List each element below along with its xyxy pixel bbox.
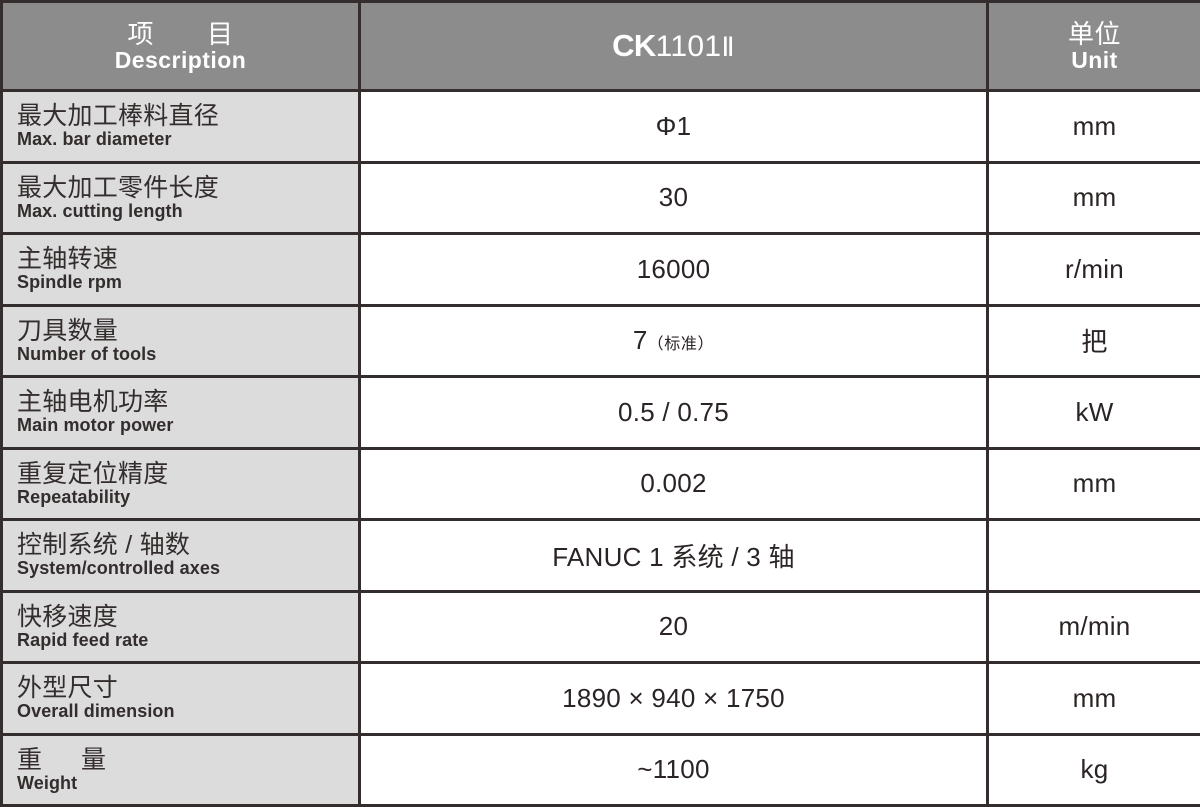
row-label-en: Overall dimension (17, 702, 358, 722)
header-description-en: Description (3, 48, 358, 73)
row-value: ~1100 (637, 754, 709, 784)
row-value-cell: 7（标准） (360, 305, 988, 377)
row-label-en: Main motor power (17, 416, 358, 436)
row-label-cell: 刀具数量 Number of tools (2, 305, 360, 377)
model-number: 1101 (656, 30, 722, 63)
table-row: 外型尺寸 Overall dimension 1890 × 940 × 1750… (2, 663, 1200, 735)
row-label-cn: 重 量 (17, 746, 358, 774)
row-value: 7 (633, 325, 648, 355)
model-prefix: CK (612, 28, 656, 63)
row-label-en: Max. bar diameter (17, 130, 358, 150)
row-value-cell: 0.002 (360, 448, 988, 520)
table-row: 控制系统 / 轴数 System/controlled axes FANUC 1… (2, 520, 1200, 592)
row-label-cell: 控制系统 / 轴数 System/controlled axes (2, 520, 360, 592)
row-label-cn: 最大加工零件长度 (17, 174, 358, 202)
row-label-cell: 主轴转速 Spindle rpm (2, 234, 360, 306)
row-value: 20 (659, 611, 688, 641)
row-unit-cell: r/min (988, 234, 1200, 306)
row-value: Φ1 (656, 111, 692, 141)
header-unit-cn: 单位 (989, 20, 1200, 48)
row-label-cell: 重 量 Weight (2, 734, 360, 806)
header-unit-en: Unit (989, 48, 1200, 73)
table-row: 刀具数量 Number of tools 7（标准） 把 (2, 305, 1200, 377)
row-value: 0.5 / 0.75 (618, 397, 729, 427)
header-cell-description: 项 目 Description (2, 2, 360, 91)
row-label-en: Weight (17, 774, 358, 794)
header-cell-unit: 单位 Unit (988, 2, 1200, 91)
row-label-cell: 重复定位精度 Repeatability (2, 448, 360, 520)
row-value-cell: 30 (360, 162, 988, 234)
row-unit-cell (988, 520, 1200, 592)
row-label-cn: 快移速度 (17, 603, 358, 631)
row-value: FANUC 1 系统 / 3 轴 (552, 542, 795, 572)
row-label-cn: 外型尺寸 (17, 674, 358, 702)
table-row: 重 量 Weight ~1100 kg (2, 734, 1200, 806)
row-label-cell: 外型尺寸 Overall dimension (2, 663, 360, 735)
model-mark: Ⅱ (721, 32, 735, 62)
row-label-en: Spindle rpm (17, 273, 358, 293)
row-label-cn: 控制系统 / 轴数 (17, 531, 358, 559)
row-value: 1890 × 940 × 1750 (562, 683, 785, 713)
row-label-cn: 重复定位精度 (17, 460, 358, 488)
row-unit-cell: mm (988, 448, 1200, 520)
table-body: 最大加工棒料直径 Max. bar diameter Φ1 mm 最大加工零件长… (2, 91, 1200, 806)
row-value-note: （标准） (648, 336, 715, 353)
row-unit-cell: m/min (988, 591, 1200, 663)
row-unit-cell: kW (988, 377, 1200, 449)
row-label-en: Number of tools (17, 345, 358, 365)
row-value: 30 (659, 182, 688, 212)
model-name: CK1101Ⅱ (361, 30, 986, 62)
header-description-cn: 项 目 (3, 20, 358, 48)
row-value-cell: Φ1 (360, 91, 988, 163)
row-unit-cell: mm (988, 162, 1200, 234)
table-row: 快移速度 Rapid feed rate 20 m/min (2, 591, 1200, 663)
row-unit-cell: kg (988, 734, 1200, 806)
row-unit-cell: 把 (988, 305, 1200, 377)
row-value-cell: 1890 × 940 × 1750 (360, 663, 988, 735)
table-header: 项 目 Description CK1101Ⅱ 单位 Unit (2, 2, 1200, 91)
table-row: 主轴转速 Spindle rpm 16000 r/min (2, 234, 1200, 306)
row-value-cell: 20 (360, 591, 988, 663)
row-label-cn: 主轴转速 (17, 245, 358, 273)
row-unit-cell: mm (988, 91, 1200, 163)
row-value-cell: ~1100 (360, 734, 988, 806)
row-label-en: Max. cutting length (17, 202, 358, 222)
table-row: 最大加工零件长度 Max. cutting length 30 mm (2, 162, 1200, 234)
row-label-cell: 最大加工棒料直径 Max. bar diameter (2, 91, 360, 163)
row-label-cn: 主轴电机功率 (17, 388, 358, 416)
table-row: 重复定位精度 Repeatability 0.002 mm (2, 448, 1200, 520)
row-label-cell: 主轴电机功率 Main motor power (2, 377, 360, 449)
row-label-en: Rapid feed rate (17, 631, 358, 651)
row-label-cn: 最大加工棒料直径 (17, 102, 358, 130)
table-row: 主轴电机功率 Main motor power 0.5 / 0.75 kW (2, 377, 1200, 449)
row-label-cn: 刀具数量 (17, 317, 358, 345)
row-value: 0.002 (640, 468, 706, 498)
row-label-cell: 快移速度 Rapid feed rate (2, 591, 360, 663)
header-cell-model: CK1101Ⅱ (360, 2, 988, 91)
row-value-cell: 16000 (360, 234, 988, 306)
row-value: 16000 (637, 254, 711, 284)
header-row: 项 目 Description CK1101Ⅱ 单位 Unit (2, 2, 1200, 91)
row-value-cell: 0.5 / 0.75 (360, 377, 988, 449)
table-row: 最大加工棒料直径 Max. bar diameter Φ1 mm (2, 91, 1200, 163)
row-value-cell: FANUC 1 系统 / 3 轴 (360, 520, 988, 592)
row-unit-cell: mm (988, 663, 1200, 735)
row-label-cell: 最大加工零件长度 Max. cutting length (2, 162, 360, 234)
row-label-en: Repeatability (17, 488, 358, 508)
row-label-en: System/controlled axes (17, 559, 358, 579)
